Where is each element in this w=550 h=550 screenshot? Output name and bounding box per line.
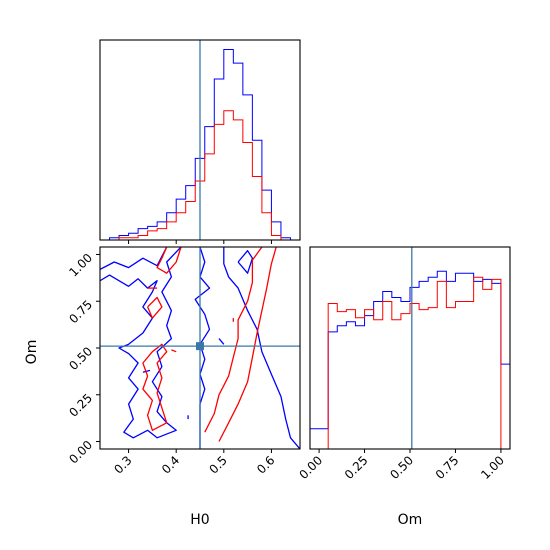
h0-histogram-red: [100, 110, 300, 240]
truth-marker: [196, 342, 204, 351]
om-marginal-xtick-label: 0.00: [296, 453, 325, 482]
om-marginal-xtick-label: 0.75: [433, 453, 462, 482]
x-axis-label-h0: H0: [190, 512, 209, 528]
contour-line-blue: [237, 250, 254, 274]
h0-marginal-frame: [99, 39, 301, 241]
h0-om-contour-panel: 0.3 0.4 0.5 0.6 0.00 0.25 0.50 0.75 1.00 H0 Om: [24, 246, 301, 528]
x-axis-label-om: Om: [398, 512, 423, 528]
contour-line-blue: [100, 247, 168, 270]
om-marginal-panel: 0.00 0.25 0.50 0.75 1.00 Om: [296, 246, 511, 528]
contour-line-red: [156, 247, 182, 274]
contour-xtick-label: 0.3: [111, 453, 134, 476]
contour-line-blue: [223, 247, 300, 449]
contour-ytick-label: 0.00: [66, 438, 95, 467]
contour-line-blue: [194, 247, 211, 449]
contour-ytick-label: 0.50: [66, 344, 95, 373]
contour-ytick-label: 0.75: [66, 297, 95, 326]
contour-line-blue: [218, 338, 225, 345]
h0-marginal-panel: [99, 39, 301, 244]
om-marginal-xtick-label: 0.50: [387, 453, 416, 482]
contour-ytick-label: 1.00: [66, 251, 95, 280]
y-axis-label-om: Om: [24, 340, 40, 365]
contour-line-red: [204, 247, 263, 433]
om-marginal-xtick-label: 0.25: [342, 453, 371, 482]
om-marginal-xtick-label: 1.00: [478, 453, 507, 482]
contour-xtick-label: 0.6: [254, 453, 277, 476]
om-histogram-red: [310, 276, 510, 449]
contour-ytick-label: 0.25: [66, 391, 95, 420]
contour-line-blue: [100, 247, 182, 439]
contour-line-red: [142, 343, 168, 431]
om-histogram-blue: [310, 270, 510, 449]
contour-line-red: [171, 349, 177, 353]
contour-line-red: [147, 296, 163, 319]
contour-xtick-label: 0.5: [207, 453, 230, 476]
contour-xtick-label: 0.4: [159, 453, 182, 476]
contour-line-red: [218, 247, 277, 442]
